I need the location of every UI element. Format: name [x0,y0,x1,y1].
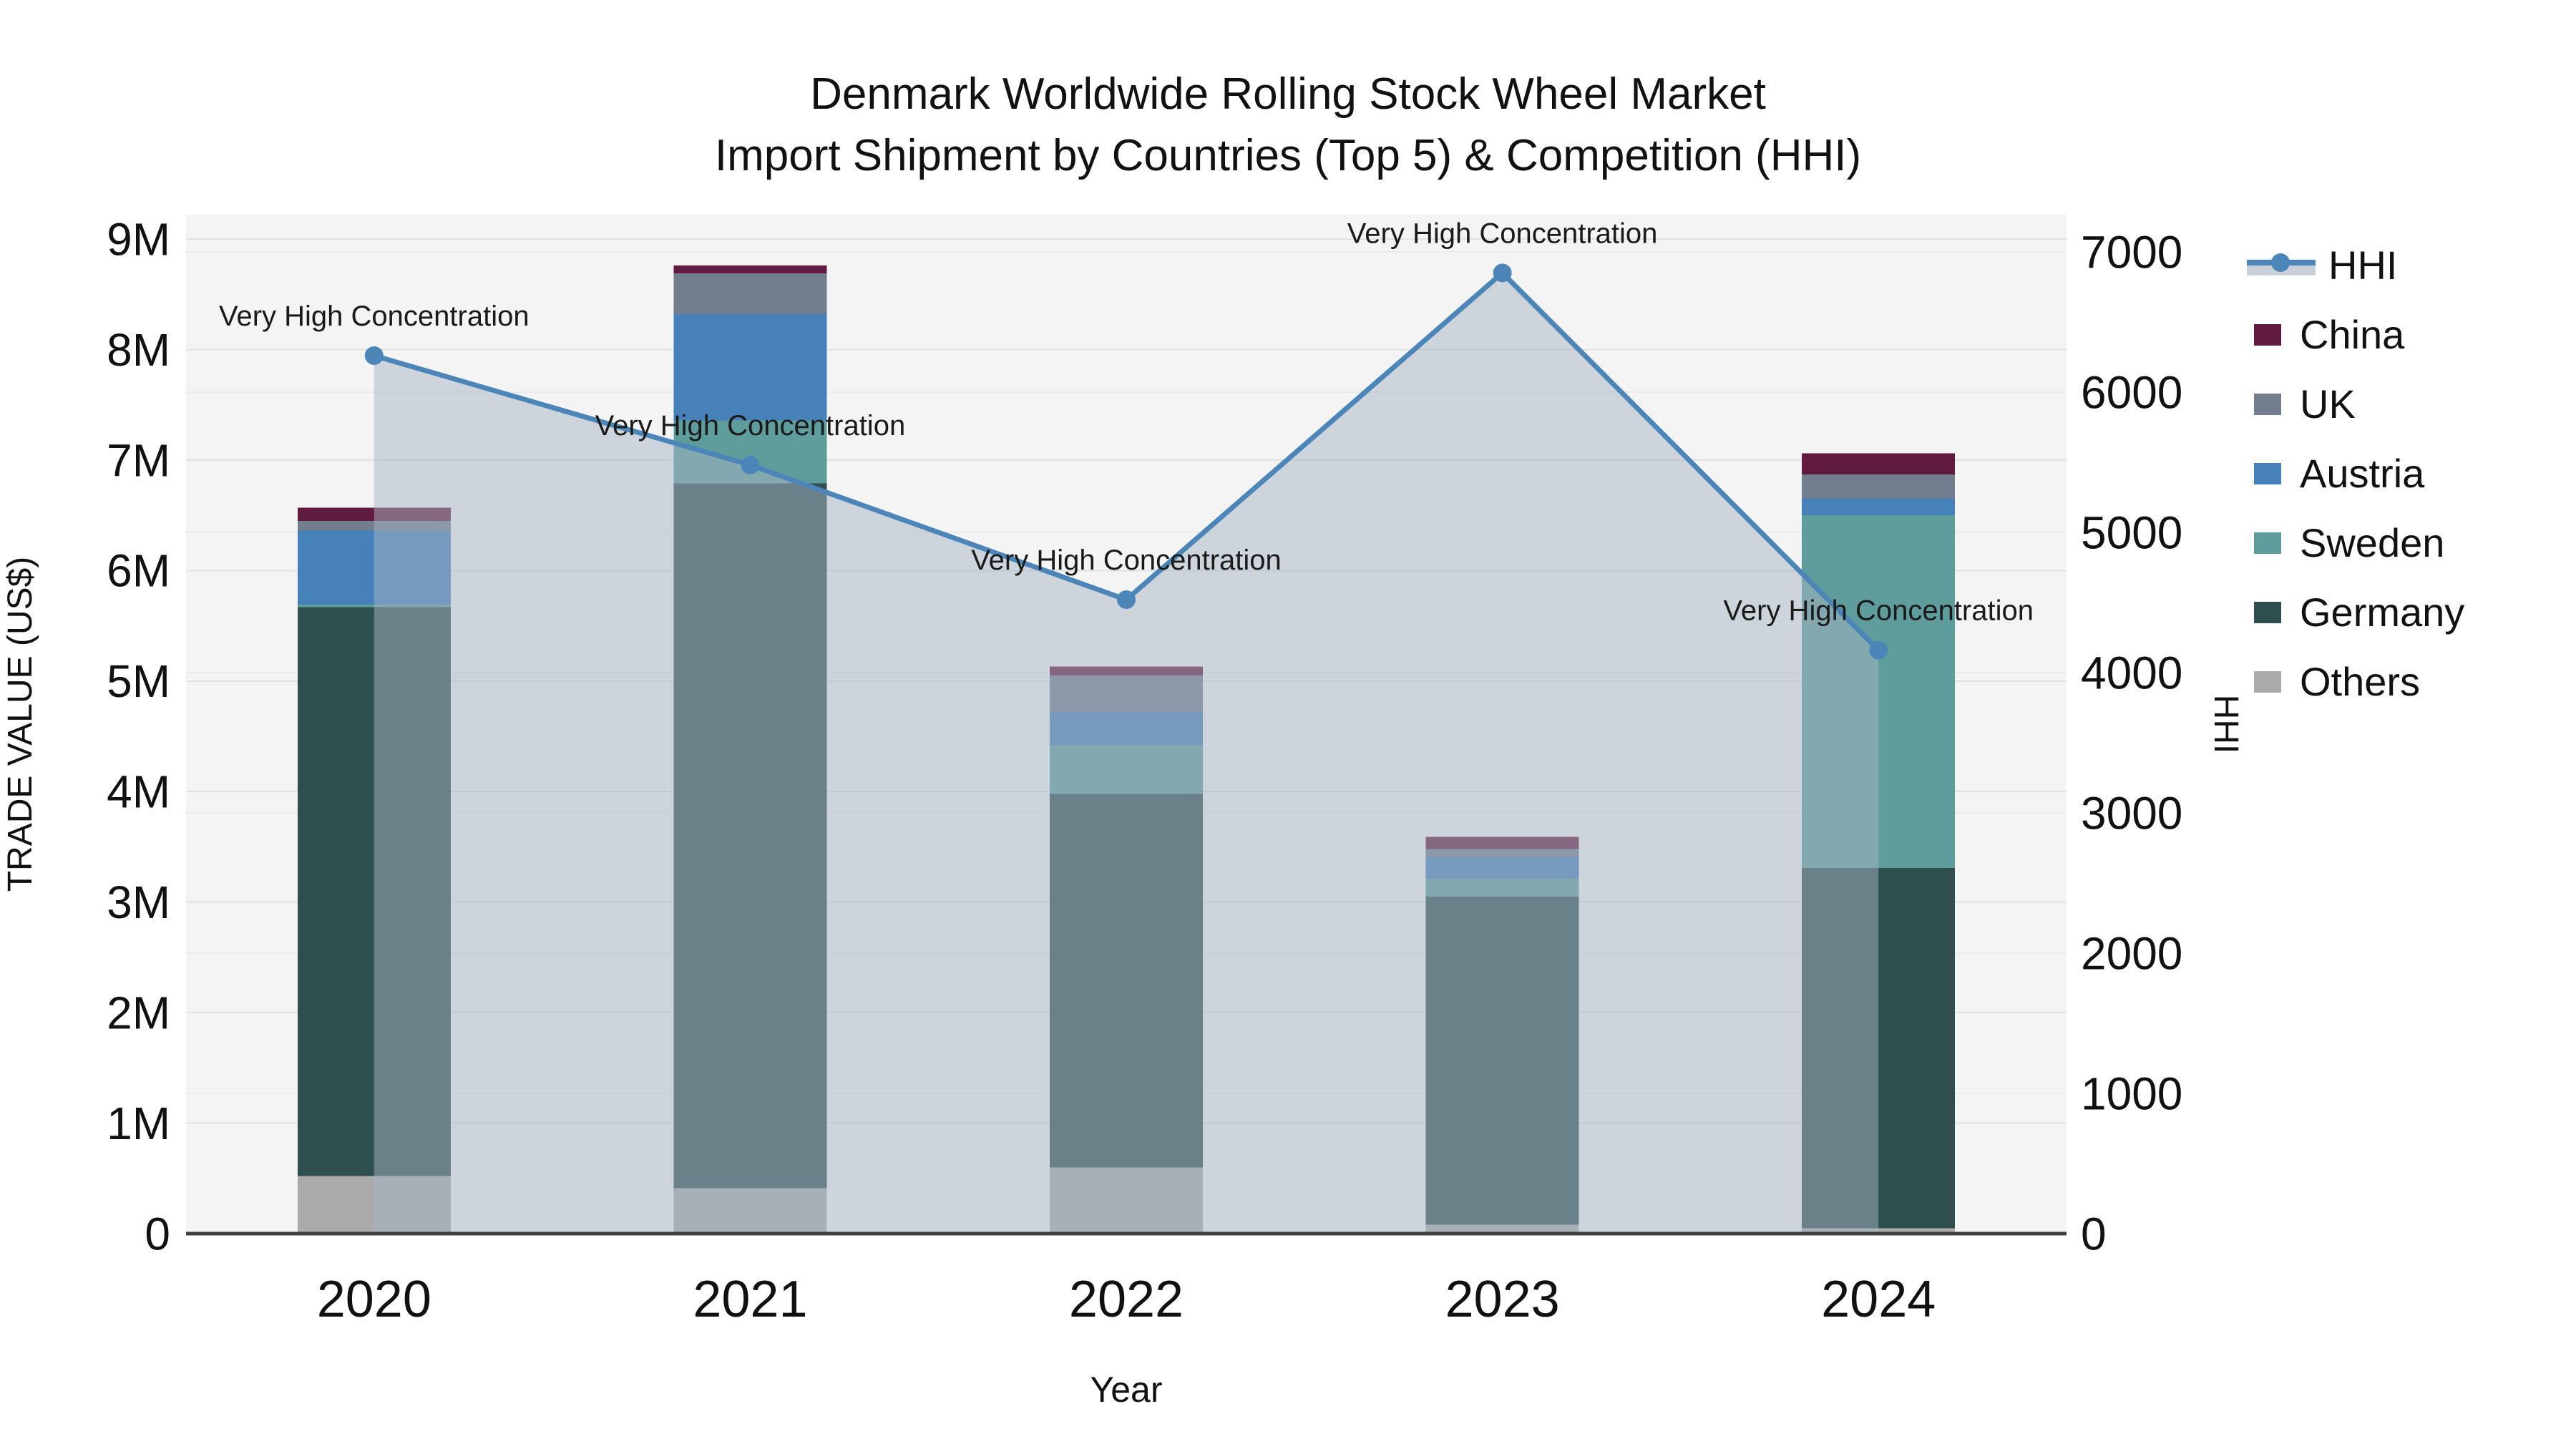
others-swatch-icon [2254,670,2281,693]
annotation-2023: Very High Concentration [1347,218,1658,249]
legend-item-germany[interactable]: Germany [2247,577,2464,647]
annotation-2022: Very High Concentration [971,545,1282,576]
annotation-2020: Very High Concentration [219,301,530,332]
hhi-marker-2023[interactable] [1493,263,1512,283]
right-axis-title: HHI [2207,695,2245,754]
legend-label-china: China [2300,312,2405,357]
x-axis-tick-2020: 2020 [317,1271,431,1328]
right-axis-tick-2000: 2000 [2081,927,2182,979]
x-axis-tick-2022: 2022 [1069,1271,1184,1328]
legend-label-uk: UK [2300,381,2356,426]
right-axis-tick-1000: 1000 [2081,1068,2182,1119]
sweden-swatch-icon [2254,532,2281,554]
chart-title-line-1: Denmark Worldwide Rolling Stock Wheel Ma… [810,69,1766,119]
legend-item-austria[interactable]: Austria [2247,439,2464,508]
x-axis-title: Year [1090,1370,1162,1410]
left-axis-tick-6M: 6M [107,545,170,597]
x-axis-tick-2021: 2021 [693,1271,807,1328]
legend-label-hhi: HHI [2328,243,2398,288]
legend-label-sweden: Sweden [2300,520,2445,565]
bar-segment-austria-2021[interactable] [673,314,827,421]
bar-segment-uk-2021[interactable] [673,273,827,315]
hhi-line-icon [2247,251,2316,280]
bar-segment-china-2021[interactable] [673,265,827,273]
left-axis-tick-7M: 7M [107,434,170,486]
hhi-marker-2022[interactable] [1117,590,1136,610]
hhi-area [374,273,1879,1234]
uk-swatch-icon [2254,393,2281,415]
legend-item-uk[interactable]: UK [2247,369,2464,439]
legend-item-china[interactable]: China [2247,300,2464,369]
right-axis-tick-5000: 5000 [2081,507,2182,558]
left-axis-tick-8M: 8M [107,324,170,376]
legend-item-hhi[interactable]: HHI [2247,230,2464,300]
left-axis-tick-2M: 2M [107,987,170,1039]
bar-segment-china-2024[interactable] [1802,453,1956,474]
right-axis-tick-0: 0 [2081,1208,2107,1259]
legend-item-others[interactable]: Others [2247,647,2464,716]
x-axis-tick-2024: 2024 [1821,1271,1936,1328]
chart-title-line-2: Import Shipment by Countries (Top 5) & C… [714,131,1862,180]
x-axis-tick-2023: 2023 [1445,1271,1560,1328]
austria-swatch-icon [2254,462,2281,484]
left-axis-tick-3M: 3M [107,877,170,928]
legend-label-others: Others [2300,659,2421,704]
right-axis-tick-7000: 7000 [2081,226,2182,278]
bar-segment-austria-2024[interactable] [1802,498,1956,516]
legend-label-germany: Germany [2300,590,2465,635]
china-swatch-icon [2254,323,2281,346]
legend: HHI China UK Austria Sweden Germany Othe… [2247,230,2464,716]
right-axis-tick-3000: 3000 [2081,787,2182,839]
left-axis-tick-0: 0 [145,1208,170,1259]
annotation-2024: Very High Concentration [1723,595,2034,627]
legend-item-sweden[interactable]: Sweden [2247,508,2464,577]
right-axis-tick-4000: 4000 [2081,647,2182,698]
right-axis-tick-6000: 6000 [2081,366,2182,418]
left-axis-title: TRADE VALUE (US$) [1,557,39,892]
plot-root: Very High Concentration Very High Concent… [1,213,2245,1410]
left-axis-tick-1M: 1M [107,1098,170,1149]
annotation-2021: Very High Concentration [595,410,906,441]
hhi-marker-2020[interactable] [364,346,384,365]
left-axis-tick-5M: 5M [107,655,170,707]
legend-label-austria: Austria [2300,451,2425,496]
hhi-marker-2024[interactable] [1869,640,1888,660]
hhi-marker-2021[interactable] [741,455,760,474]
left-axis-tick-4M: 4M [107,766,170,818]
bar-segment-uk-2024[interactable] [1802,474,1956,499]
left-axis-tick-9M: 9M [107,213,170,265]
germany-swatch-icon [2254,601,2281,623]
